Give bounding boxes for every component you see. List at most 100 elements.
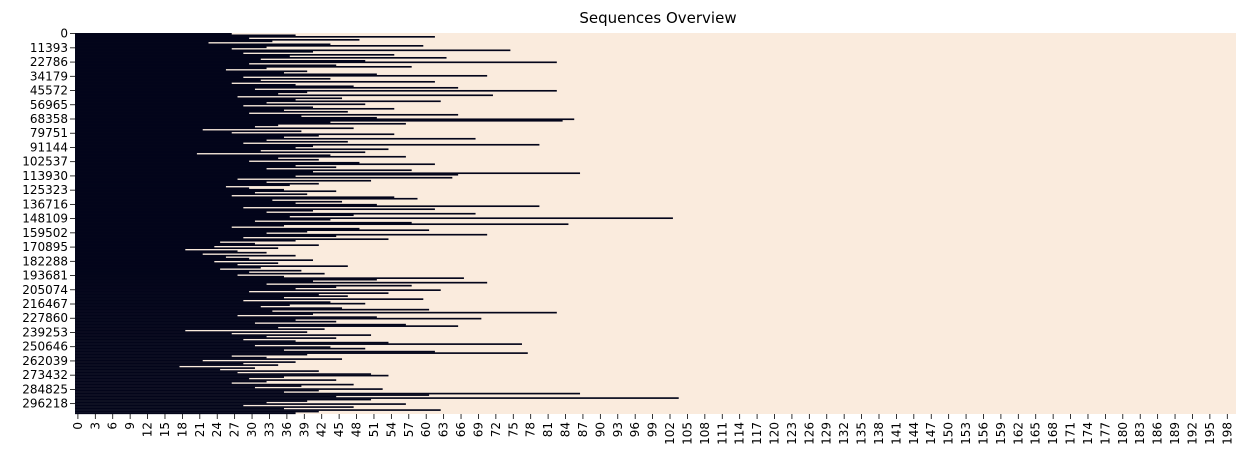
x-tick-label: 30 xyxy=(245,422,259,437)
sequence-row-bar xyxy=(75,331,308,333)
sequence-row-bar xyxy=(75,200,343,203)
sequence-row-bar xyxy=(75,271,250,273)
x-tick-label: 126 xyxy=(802,422,816,445)
sequence-row-bar xyxy=(75,116,377,119)
x-tick-label: 138 xyxy=(872,422,886,445)
sequence-row-bar xyxy=(75,92,279,95)
sequence-row-bar xyxy=(75,212,476,215)
sequence-row-bar xyxy=(75,118,575,121)
y-tick-label: 136716 xyxy=(22,197,68,211)
x-tick-label: 87 xyxy=(576,422,590,437)
sequence-row-bar xyxy=(75,388,383,390)
x-tick-label: 6 xyxy=(106,422,120,430)
x-tick-label: 33 xyxy=(262,422,276,437)
sequence-row-bar xyxy=(75,187,250,190)
sequence-row-bar xyxy=(75,65,412,68)
sequence-row-bar xyxy=(75,298,424,300)
sequence-row-bar xyxy=(75,127,354,130)
y-tick-label: 45572 xyxy=(30,84,68,98)
x-tick-label: 48 xyxy=(350,422,364,437)
chart-title: Sequences Overview xyxy=(579,9,736,27)
y-tick-label: 205074 xyxy=(22,283,68,297)
x-tick-label: 12 xyxy=(141,422,155,437)
sequence-row-bar xyxy=(75,305,261,308)
sequence-row-bar xyxy=(75,230,308,233)
sequence-row-bar xyxy=(75,43,331,46)
sequence-row-bar xyxy=(75,395,337,398)
sequence-row-bar xyxy=(75,80,435,83)
y-tick-label: 148109 xyxy=(22,212,68,226)
y-tick-label: 34179 xyxy=(30,69,68,83)
sequence-row-bar xyxy=(75,404,244,407)
sequence-row-bar xyxy=(75,161,360,164)
sequence-row-bar xyxy=(75,203,377,206)
sequence-row-bar xyxy=(75,400,308,402)
x-tick-label: 171 xyxy=(1064,422,1078,445)
sequence-row-bar xyxy=(75,193,308,196)
sequence-row-bar xyxy=(75,101,267,104)
sequence-row-bar xyxy=(75,86,459,89)
sequence-row-bar xyxy=(75,368,221,371)
x-tick-label: 141 xyxy=(889,422,903,445)
sequence-row-bar xyxy=(75,53,395,56)
x-tick-label: 183 xyxy=(1133,422,1147,445)
x-tick-label: 3 xyxy=(88,422,102,430)
sequence-row-bar xyxy=(75,275,284,278)
sequence-row-bar xyxy=(75,52,244,55)
x-tick-label: 111 xyxy=(715,422,729,445)
sequence-row-bar xyxy=(75,50,314,53)
x-tick-label: 129 xyxy=(820,422,834,445)
sequence-row-bar xyxy=(75,341,389,344)
sequence-row-bar xyxy=(75,410,319,413)
y-tick-label: 159502 xyxy=(22,226,68,240)
sequence-row-bar xyxy=(75,79,261,82)
sequence-row-bar xyxy=(75,224,284,227)
x-tick-label: 66 xyxy=(454,422,468,437)
sequence-row-bar xyxy=(75,394,430,396)
x-tick-label: 186 xyxy=(1151,422,1165,445)
sequence-row-bar xyxy=(75,214,354,217)
sequence-row-bar xyxy=(75,47,232,50)
sequence-row-bar xyxy=(75,307,343,309)
sequence-row-bar xyxy=(75,289,441,291)
sequence-row-bar xyxy=(75,316,377,318)
sequence-row-bar xyxy=(75,284,412,287)
sequence-row-bar xyxy=(75,35,435,38)
sequence-row-bar xyxy=(75,379,337,381)
sequence-row-bar xyxy=(75,71,284,74)
sequence-row-bar xyxy=(75,299,244,302)
sequence-row-bar xyxy=(75,137,476,140)
sequence-row-bar xyxy=(75,115,302,118)
x-tick-label: 147 xyxy=(924,422,938,445)
sequence-row-bar xyxy=(75,323,406,326)
sequence-row-bar xyxy=(75,248,186,251)
x-tick-label: 117 xyxy=(750,422,764,445)
sequence-row-bar xyxy=(75,209,314,212)
sequence-row-bar xyxy=(75,206,244,209)
sequence-row-bar xyxy=(75,73,377,76)
sequence-row-bar xyxy=(75,281,488,284)
sequence-row-bar xyxy=(75,220,255,223)
sequence-row-bar xyxy=(75,257,250,260)
sequence-row-bar xyxy=(75,55,290,58)
sequence-row-bar xyxy=(75,382,232,384)
y-axis: 0113932278634179455725696568358797519114… xyxy=(22,27,75,411)
sequence-row-bar xyxy=(75,362,244,365)
sequence-row-bar xyxy=(75,329,186,332)
sequence-row-bar xyxy=(75,296,284,299)
sequence-row-bar xyxy=(75,139,267,142)
sequence-row-bar xyxy=(75,37,250,40)
sequence-row-bar xyxy=(75,68,226,71)
sequence-row-bar xyxy=(75,40,273,43)
sequence-row-bar xyxy=(75,245,215,248)
sequence-row-bar xyxy=(75,151,366,154)
sequence-row-bar xyxy=(75,236,244,239)
y-tick-label: 91144 xyxy=(30,140,68,154)
sequence-row-bar xyxy=(75,278,377,281)
sequence-row-bar xyxy=(75,160,250,163)
sequence-row-bar xyxy=(75,173,459,176)
sequence-row-bar xyxy=(75,353,308,356)
x-tick-label: 135 xyxy=(855,422,869,445)
sequence-row-bar xyxy=(75,283,267,285)
